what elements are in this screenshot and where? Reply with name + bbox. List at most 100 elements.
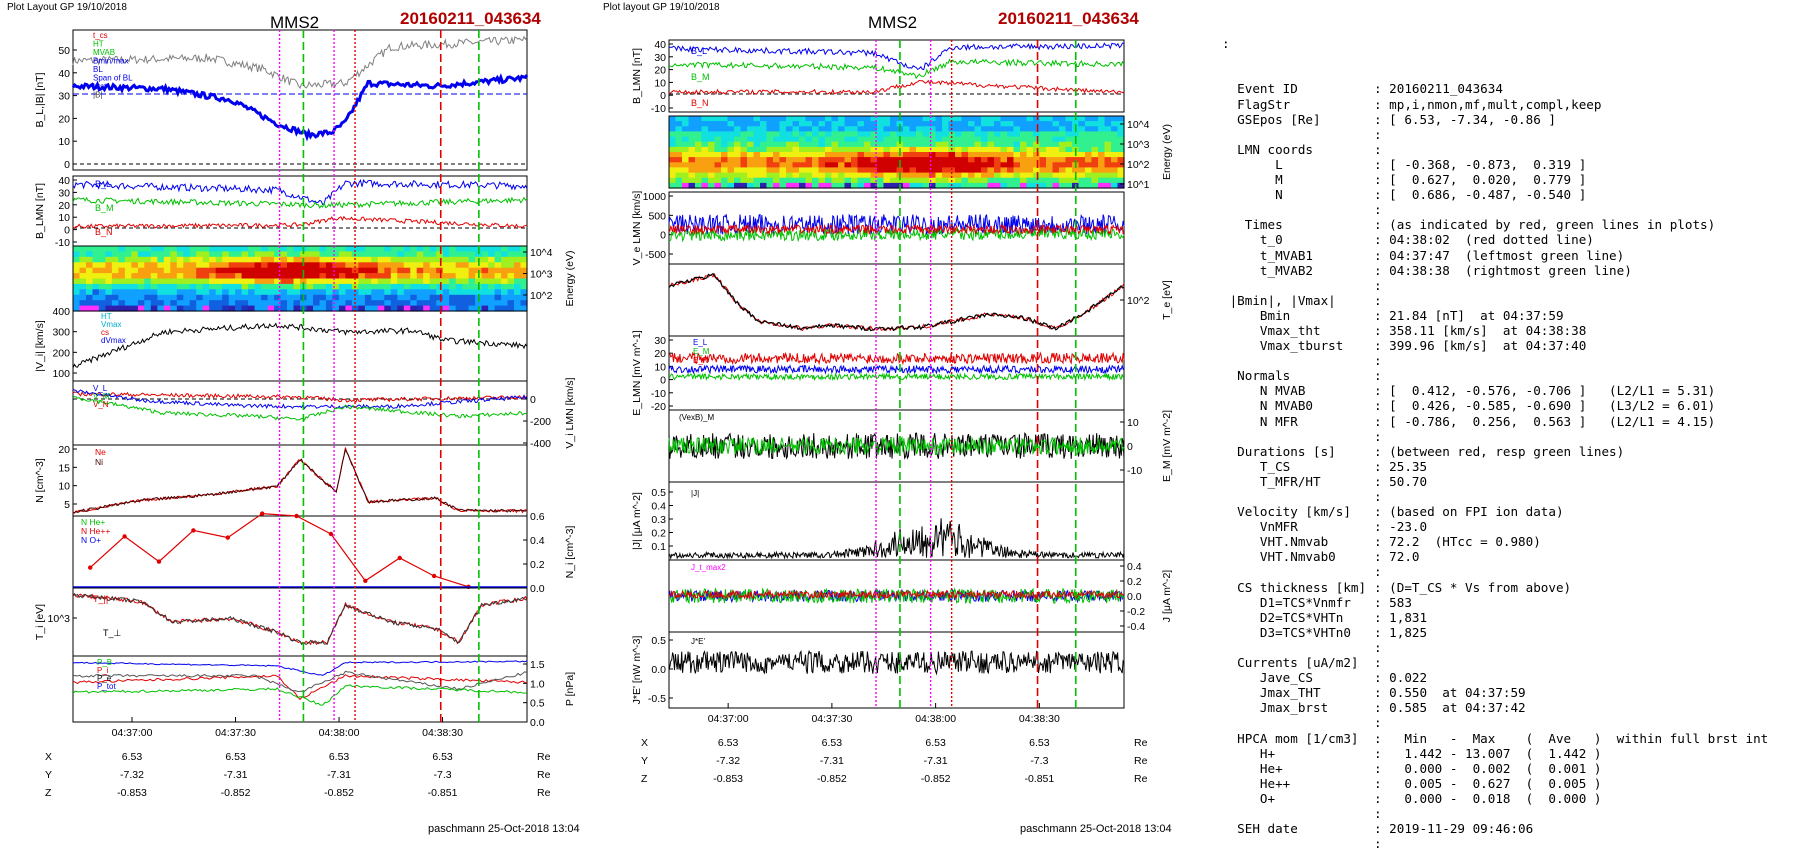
spectrogram-cell <box>747 136 755 143</box>
spectrogram-cell <box>1007 131 1015 138</box>
spectrogram-cell <box>1046 116 1054 122</box>
spectrogram-cell <box>429 256 437 263</box>
spectrogram-cell <box>144 294 152 301</box>
spectrogram-cell <box>857 157 865 163</box>
spectrogram-cell <box>254 305 262 312</box>
spectrogram-cell <box>1020 177 1028 184</box>
summary-row: Currents [uA/m2]: <box>1222 655 1802 670</box>
series-label: B_N <box>95 227 113 237</box>
spectrogram-cell <box>462 278 470 285</box>
spectrogram-cell <box>766 162 774 168</box>
summary-value: : [ 0.426, -0.585, -0.690 ] (L3/L2 = 6.0… <box>1374 398 1716 414</box>
spectrogram-cell <box>701 182 709 189</box>
spectrogram-cell <box>384 262 392 269</box>
spectrogram-cell <box>1117 182 1125 189</box>
spectrogram-cell <box>313 289 321 296</box>
spectrogram-cell <box>520 267 528 274</box>
spectrogram-cell <box>163 251 171 258</box>
summary-value: : <box>1374 368 1382 384</box>
spectrogram-cell <box>520 262 528 269</box>
spectrogram-cell <box>118 289 126 296</box>
spectrogram-cell <box>987 152 995 158</box>
spectrogram-cell <box>494 305 502 312</box>
spectrogram-cell <box>358 251 366 258</box>
spectrogram-cell <box>384 246 392 252</box>
spectrogram-cell <box>248 251 256 258</box>
spacecraft-title: MMS2 <box>868 13 917 32</box>
spectrogram-cell <box>1052 157 1060 163</box>
spectrogram-cell <box>831 121 839 127</box>
spectrogram-cell <box>410 283 418 290</box>
summary-row: Vmax_tburst: 399.96 [km/s] at 04:37:40 <box>1222 338 1802 353</box>
spectrogram-cell <box>377 251 385 258</box>
spectrogram-cell <box>948 172 956 179</box>
spectrogram-cell <box>1065 182 1073 189</box>
spectrogram-cell <box>481 256 489 263</box>
series-line <box>72 396 528 421</box>
spectrogram-cell <box>189 278 197 285</box>
spectrogram-cell <box>695 146 703 153</box>
spectrogram-cell <box>98 246 106 252</box>
spectrogram-cell <box>248 246 256 252</box>
spectrogram-cell <box>410 278 418 285</box>
spectrogram-cell <box>176 305 184 312</box>
spectrogram-cell <box>877 157 885 163</box>
spectrogram-cell <box>747 146 755 153</box>
spectrogram-cell <box>325 256 333 263</box>
spectrogram-cell <box>403 289 411 296</box>
spectrogram-cell <box>416 305 424 312</box>
spectrogram-cell <box>436 256 444 263</box>
spectrogram-cell <box>423 283 431 290</box>
summary-row: Event ID: 20160211_043634 <box>1222 81 1802 96</box>
spectrogram-cell <box>429 300 437 307</box>
spectrogram-cell <box>805 136 813 143</box>
spectrogram-cell <box>235 267 243 274</box>
spectrogram-cell <box>442 283 450 290</box>
spectrogram-cell <box>883 172 891 179</box>
spectrogram-cell <box>364 262 372 269</box>
spectrogram-cell <box>384 305 392 312</box>
spectrogram-cell <box>248 283 256 290</box>
coord-value: -7.32 <box>120 769 144 781</box>
y-tick-label: 10^1 <box>1127 179 1150 191</box>
spectrogram-cell <box>1111 131 1119 138</box>
spectrogram-cell <box>1117 152 1125 158</box>
spectrogram-cell <box>261 283 269 290</box>
figure-header: Plot Layout GP 19/10/2018 <box>7 2 127 13</box>
spectrogram-cell <box>1065 116 1073 122</box>
spectrogram-cell <box>183 278 191 285</box>
summary-value: : 72.0 <box>1374 549 1420 565</box>
spectrogram-cell <box>183 251 191 258</box>
summary-value: : <box>1374 639 1382 655</box>
spectrogram-cell <box>1000 121 1008 127</box>
spectrogram-cell <box>786 146 794 153</box>
spectrogram-cell <box>248 278 256 285</box>
spectrogram-cell <box>695 131 703 138</box>
spectrogram-cell <box>870 157 878 163</box>
spectrogram-cell <box>851 146 859 153</box>
spectrogram-cell <box>916 167 924 174</box>
spectrogram-cell <box>274 246 282 252</box>
coord-axis: Z <box>45 787 52 799</box>
spectrogram-cell <box>410 300 418 307</box>
series-line <box>72 448 528 514</box>
summary-row: VHT.Nmvab0: 72.0 <box>1222 549 1802 564</box>
spectrogram-cell <box>280 305 288 312</box>
spectrogram-cell <box>384 300 392 307</box>
y-tick-label: 500 <box>648 210 666 222</box>
spectrogram-cell <box>442 246 450 252</box>
coord-value: -0.852 <box>221 787 251 799</box>
summary-key: Vmax_tht <box>1222 322 1321 338</box>
spectrogram-cell <box>877 172 885 179</box>
spectrogram-cell <box>79 256 87 263</box>
spectrogram-cell <box>1026 182 1034 189</box>
x-tick-label: 04:37:00 <box>112 727 153 739</box>
y-tick-label: 10^3 <box>1127 139 1150 151</box>
spectrogram-cell <box>682 141 690 148</box>
summary-row: : <box>1222 836 1802 851</box>
spectrogram-cell <box>870 152 878 158</box>
x-tick-label: 04:37:30 <box>811 713 852 725</box>
spectrogram-cell <box>740 157 748 163</box>
y-tick-label: -200 <box>530 416 551 428</box>
spectrogram-cell <box>371 289 379 296</box>
